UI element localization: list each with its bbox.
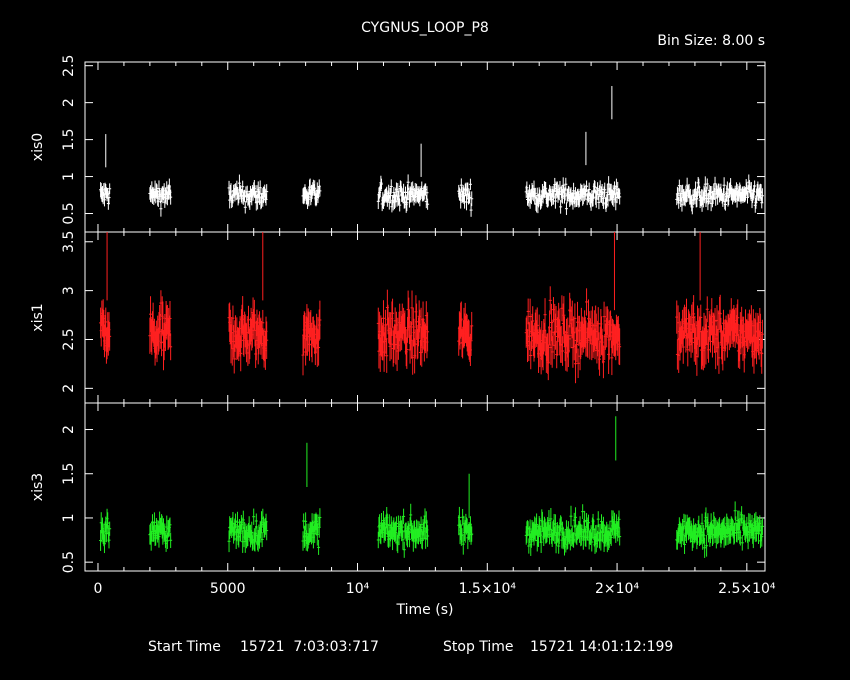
y-tick-label: 2: [61, 384, 77, 393]
chart-title: CYGNUS_LOOP_P8: [361, 20, 489, 36]
x-tick-label: 1.5×10⁴: [459, 581, 517, 597]
panels: 0.5 1 1.5 2 2.5 xis0 2 2.5 3 3.5 xis1 0.5 1 1.5 2 xis3: [30, 55, 766, 573]
data-points-xis3: [99, 416, 764, 558]
y-tick-label: 2: [61, 425, 77, 434]
panel-frame: [84, 231, 766, 404]
start-time-value: 15721 7:03:03:717: [240, 639, 379, 655]
x-tick-label: 2×10⁴: [595, 581, 639, 597]
y-tick-label: 1.5: [61, 463, 77, 485]
y-axis-label: xis1: [30, 303, 46, 331]
y-tick-label: 2: [61, 98, 77, 107]
x-axis-label: Time (s): [396, 602, 454, 618]
panel-xis0: 0.5 1 1.5 2 2.5 xis0: [30, 55, 766, 233]
y-tick-label: 2.5: [61, 328, 77, 350]
y-tick-label: 2.5: [61, 55, 77, 77]
stop-time-label: Stop Time: [443, 639, 514, 655]
y-tick-label: 0.5: [61, 202, 77, 224]
x-tick-label: 0: [94, 581, 103, 597]
y-tick-label: 1: [61, 513, 77, 522]
bin-size-label: Bin Size: 8.00 s: [657, 33, 765, 49]
y-axis-label: xis0: [30, 133, 46, 161]
x-axis: 0 5000 10⁴ 1.5×10⁴ 2×10⁴ 2.5×10⁴: [94, 581, 776, 597]
x-tick-label: 10⁴: [346, 581, 370, 597]
y-tick-label: 1: [61, 172, 77, 181]
y-axis-label: xis3: [30, 473, 46, 501]
data-points-xis0: [99, 86, 764, 217]
y-tick-label: 0.5: [61, 551, 77, 573]
y-tick-label: 1.5: [61, 128, 77, 150]
panel-xis3: 0.5 1 1.5 2 xis3: [30, 402, 766, 573]
y-tick-label: 3: [61, 286, 77, 295]
panel-frame: [84, 402, 766, 572]
y-tick-label: 3.5: [61, 231, 77, 253]
x-tick-label: 2.5×10⁴: [718, 581, 776, 597]
stop-time-value: 15721 14:01:12:199: [530, 639, 673, 655]
x-tick-label: 5000: [210, 581, 246, 597]
data-points-xis1: [99, 232, 764, 384]
panel-xis1: 2 2.5 3 3.5 xis1: [30, 231, 766, 404]
start-time-label: Start Time: [148, 639, 221, 655]
panel-frame: [84, 61, 766, 233]
